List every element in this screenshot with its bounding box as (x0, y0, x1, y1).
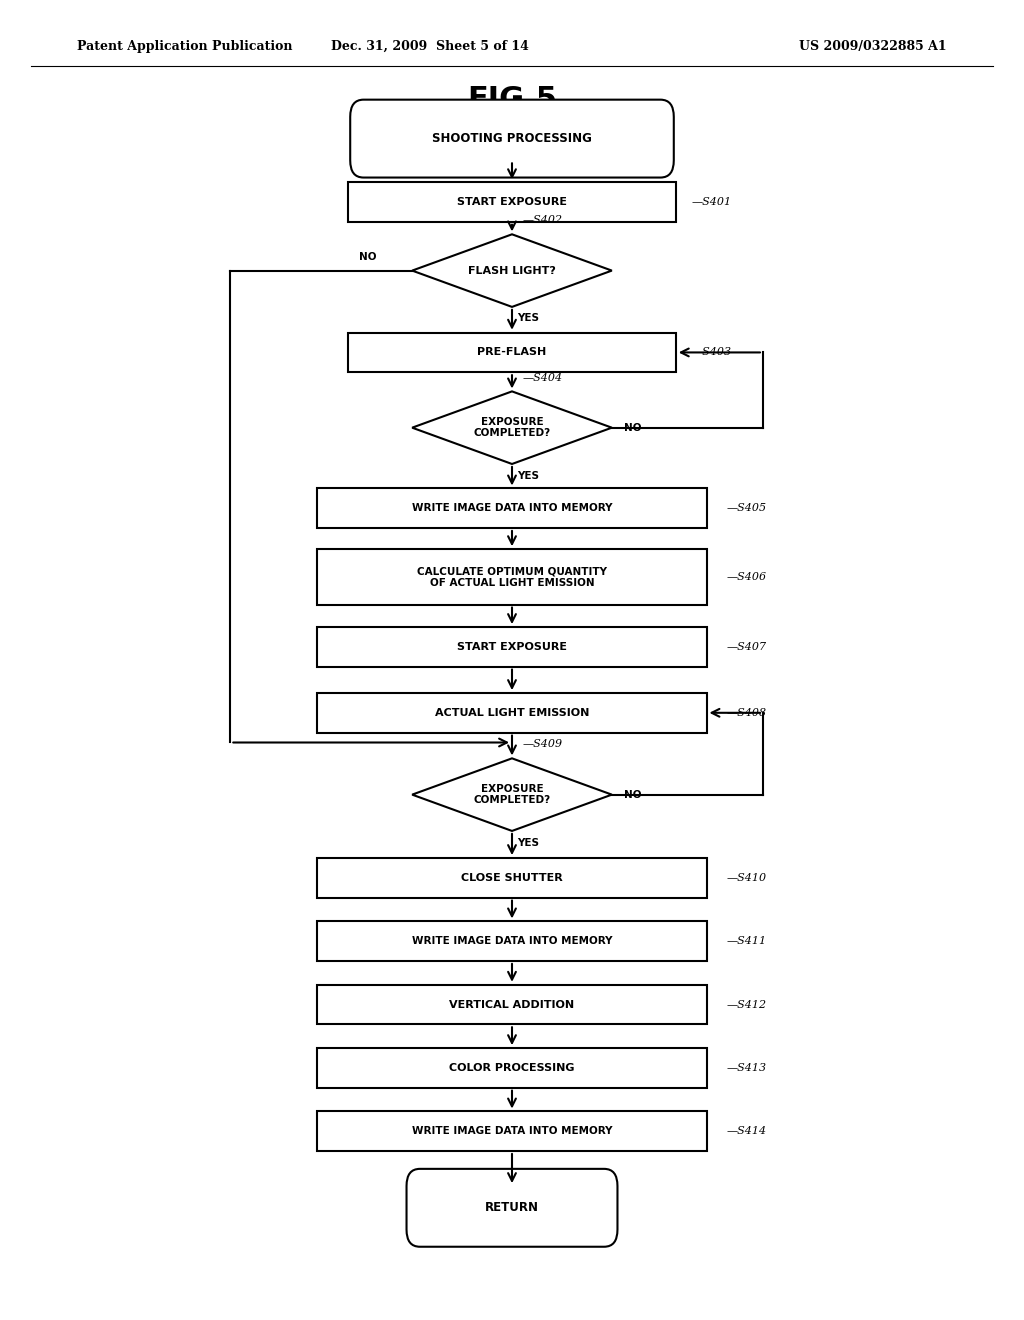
Text: START EXPOSURE: START EXPOSURE (457, 197, 567, 207)
Text: —S403: —S403 (691, 347, 731, 358)
Text: NO: NO (625, 789, 642, 800)
FancyBboxPatch shape (350, 99, 674, 177)
Text: Dec. 31, 2009  Sheet 5 of 14: Dec. 31, 2009 Sheet 5 of 14 (331, 40, 529, 53)
Text: —S401: —S401 (691, 197, 731, 207)
FancyBboxPatch shape (317, 985, 707, 1024)
FancyBboxPatch shape (317, 858, 707, 898)
FancyBboxPatch shape (407, 1170, 617, 1246)
Text: VERTICAL ADDITION: VERTICAL ADDITION (450, 999, 574, 1010)
FancyBboxPatch shape (317, 627, 707, 667)
FancyBboxPatch shape (348, 333, 676, 372)
Text: START EXPOSURE: START EXPOSURE (457, 642, 567, 652)
FancyBboxPatch shape (317, 549, 707, 605)
FancyBboxPatch shape (317, 693, 707, 733)
Text: COLOR PROCESSING: COLOR PROCESSING (450, 1063, 574, 1073)
FancyBboxPatch shape (317, 921, 707, 961)
Text: EXPOSURE
COMPLETED?: EXPOSURE COMPLETED? (473, 417, 551, 438)
Text: —S404: —S404 (522, 372, 562, 383)
Text: NO: NO (358, 252, 376, 263)
Text: US 2009/0322885 A1: US 2009/0322885 A1 (799, 40, 946, 53)
Text: SHOOTING PROCESSING: SHOOTING PROCESSING (432, 132, 592, 145)
Text: NO: NO (625, 422, 642, 433)
Text: RETURN: RETURN (485, 1201, 539, 1214)
Text: —S408: —S408 (727, 708, 767, 718)
Text: PRE-FLASH: PRE-FLASH (477, 347, 547, 358)
Text: YES: YES (517, 313, 539, 323)
Text: —S405: —S405 (727, 503, 767, 513)
Text: YES: YES (517, 470, 539, 480)
Polygon shape (412, 758, 612, 832)
Text: —S406: —S406 (727, 572, 767, 582)
FancyBboxPatch shape (317, 488, 707, 528)
Text: YES: YES (517, 838, 539, 847)
Text: —S402: —S402 (522, 215, 562, 226)
Text: CLOSE SHUTTER: CLOSE SHUTTER (461, 873, 563, 883)
Text: —S410: —S410 (727, 873, 767, 883)
Polygon shape (412, 235, 612, 306)
Text: FLASH LIGHT?: FLASH LIGHT? (468, 265, 556, 276)
Polygon shape (412, 391, 612, 463)
Text: WRITE IMAGE DATA INTO MEMORY: WRITE IMAGE DATA INTO MEMORY (412, 503, 612, 513)
Text: FIG.5: FIG.5 (467, 84, 557, 114)
Text: —S407: —S407 (727, 642, 767, 652)
Text: WRITE IMAGE DATA INTO MEMORY: WRITE IMAGE DATA INTO MEMORY (412, 936, 612, 946)
Text: —S409: —S409 (522, 739, 562, 750)
Text: —S411: —S411 (727, 936, 767, 946)
FancyBboxPatch shape (348, 182, 676, 222)
Text: EXPOSURE
COMPLETED?: EXPOSURE COMPLETED? (473, 784, 551, 805)
Text: —S414: —S414 (727, 1126, 767, 1137)
FancyBboxPatch shape (317, 1111, 707, 1151)
Text: CALCULATE OPTIMUM QUANTITY
OF ACTUAL LIGHT EMISSION: CALCULATE OPTIMUM QUANTITY OF ACTUAL LIG… (417, 566, 607, 587)
Text: —S413: —S413 (727, 1063, 767, 1073)
Text: WRITE IMAGE DATA INTO MEMORY: WRITE IMAGE DATA INTO MEMORY (412, 1126, 612, 1137)
Text: Patent Application Publication: Patent Application Publication (77, 40, 292, 53)
FancyBboxPatch shape (317, 1048, 707, 1088)
Text: ACTUAL LIGHT EMISSION: ACTUAL LIGHT EMISSION (435, 708, 589, 718)
Text: —S412: —S412 (727, 999, 767, 1010)
